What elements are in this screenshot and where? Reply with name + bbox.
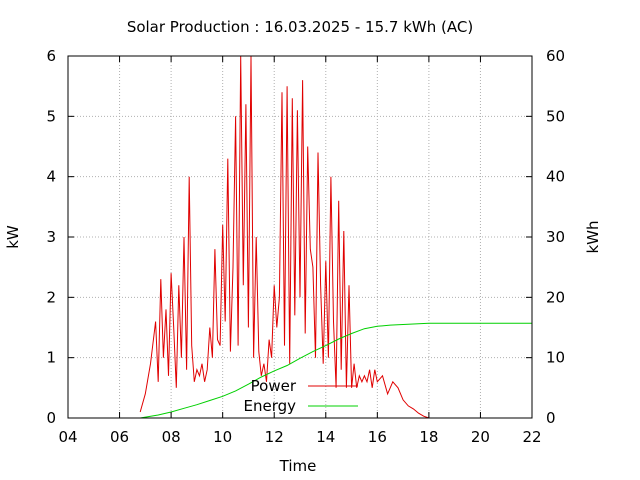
y-tick-label: 0 — [46, 409, 56, 427]
y-tick-label: 1 — [46, 349, 56, 367]
y2-tick-label: 20 — [546, 288, 565, 306]
y-axis-label: kW — [4, 225, 22, 249]
legend: Power Energy — [243, 377, 358, 415]
x-tick-label: 06 — [110, 428, 129, 446]
x-tick-label: 16 — [368, 428, 387, 446]
y-tick-label: 4 — [46, 168, 56, 186]
x-tick-label: 04 — [58, 428, 77, 446]
y2-tick-label: 50 — [546, 107, 565, 125]
series-power-line — [139, 55, 445, 419]
x-tick-label: 10 — [213, 428, 232, 446]
y-tick-label: 6 — [46, 47, 56, 65]
y2-tick-label: 40 — [546, 168, 565, 186]
y-tick-label: 5 — [46, 107, 56, 125]
series-energy-line — [140, 322, 532, 419]
x-tick-label: 14 — [316, 428, 335, 446]
y2-tick-label: 0 — [546, 409, 556, 427]
y2-tick-label: 30 — [546, 228, 565, 246]
x-tick-label: 08 — [162, 428, 181, 446]
x-tick-label: 20 — [471, 428, 490, 446]
y2-axis-label: kWh — [584, 220, 602, 253]
y-tick-label: 2 — [46, 288, 56, 306]
y2-tick-label: 60 — [546, 47, 565, 65]
x-axis-label: Time — [279, 457, 317, 475]
x-tick-label: 12 — [265, 428, 284, 446]
series-layer — [139, 55, 532, 419]
legend-label-energy: Energy — [243, 397, 296, 415]
y2-tick-label: 10 — [546, 349, 565, 367]
x-tick-label: 18 — [419, 428, 438, 446]
chart-title: Solar Production : 16.03.2025 - 15.7 kWh… — [127, 18, 473, 36]
x-tick-label: 22 — [522, 428, 541, 446]
grid-lines — [67, 55, 533, 419]
legend-label-power: Power — [251, 377, 297, 395]
y-tick-label: 3 — [46, 228, 56, 246]
